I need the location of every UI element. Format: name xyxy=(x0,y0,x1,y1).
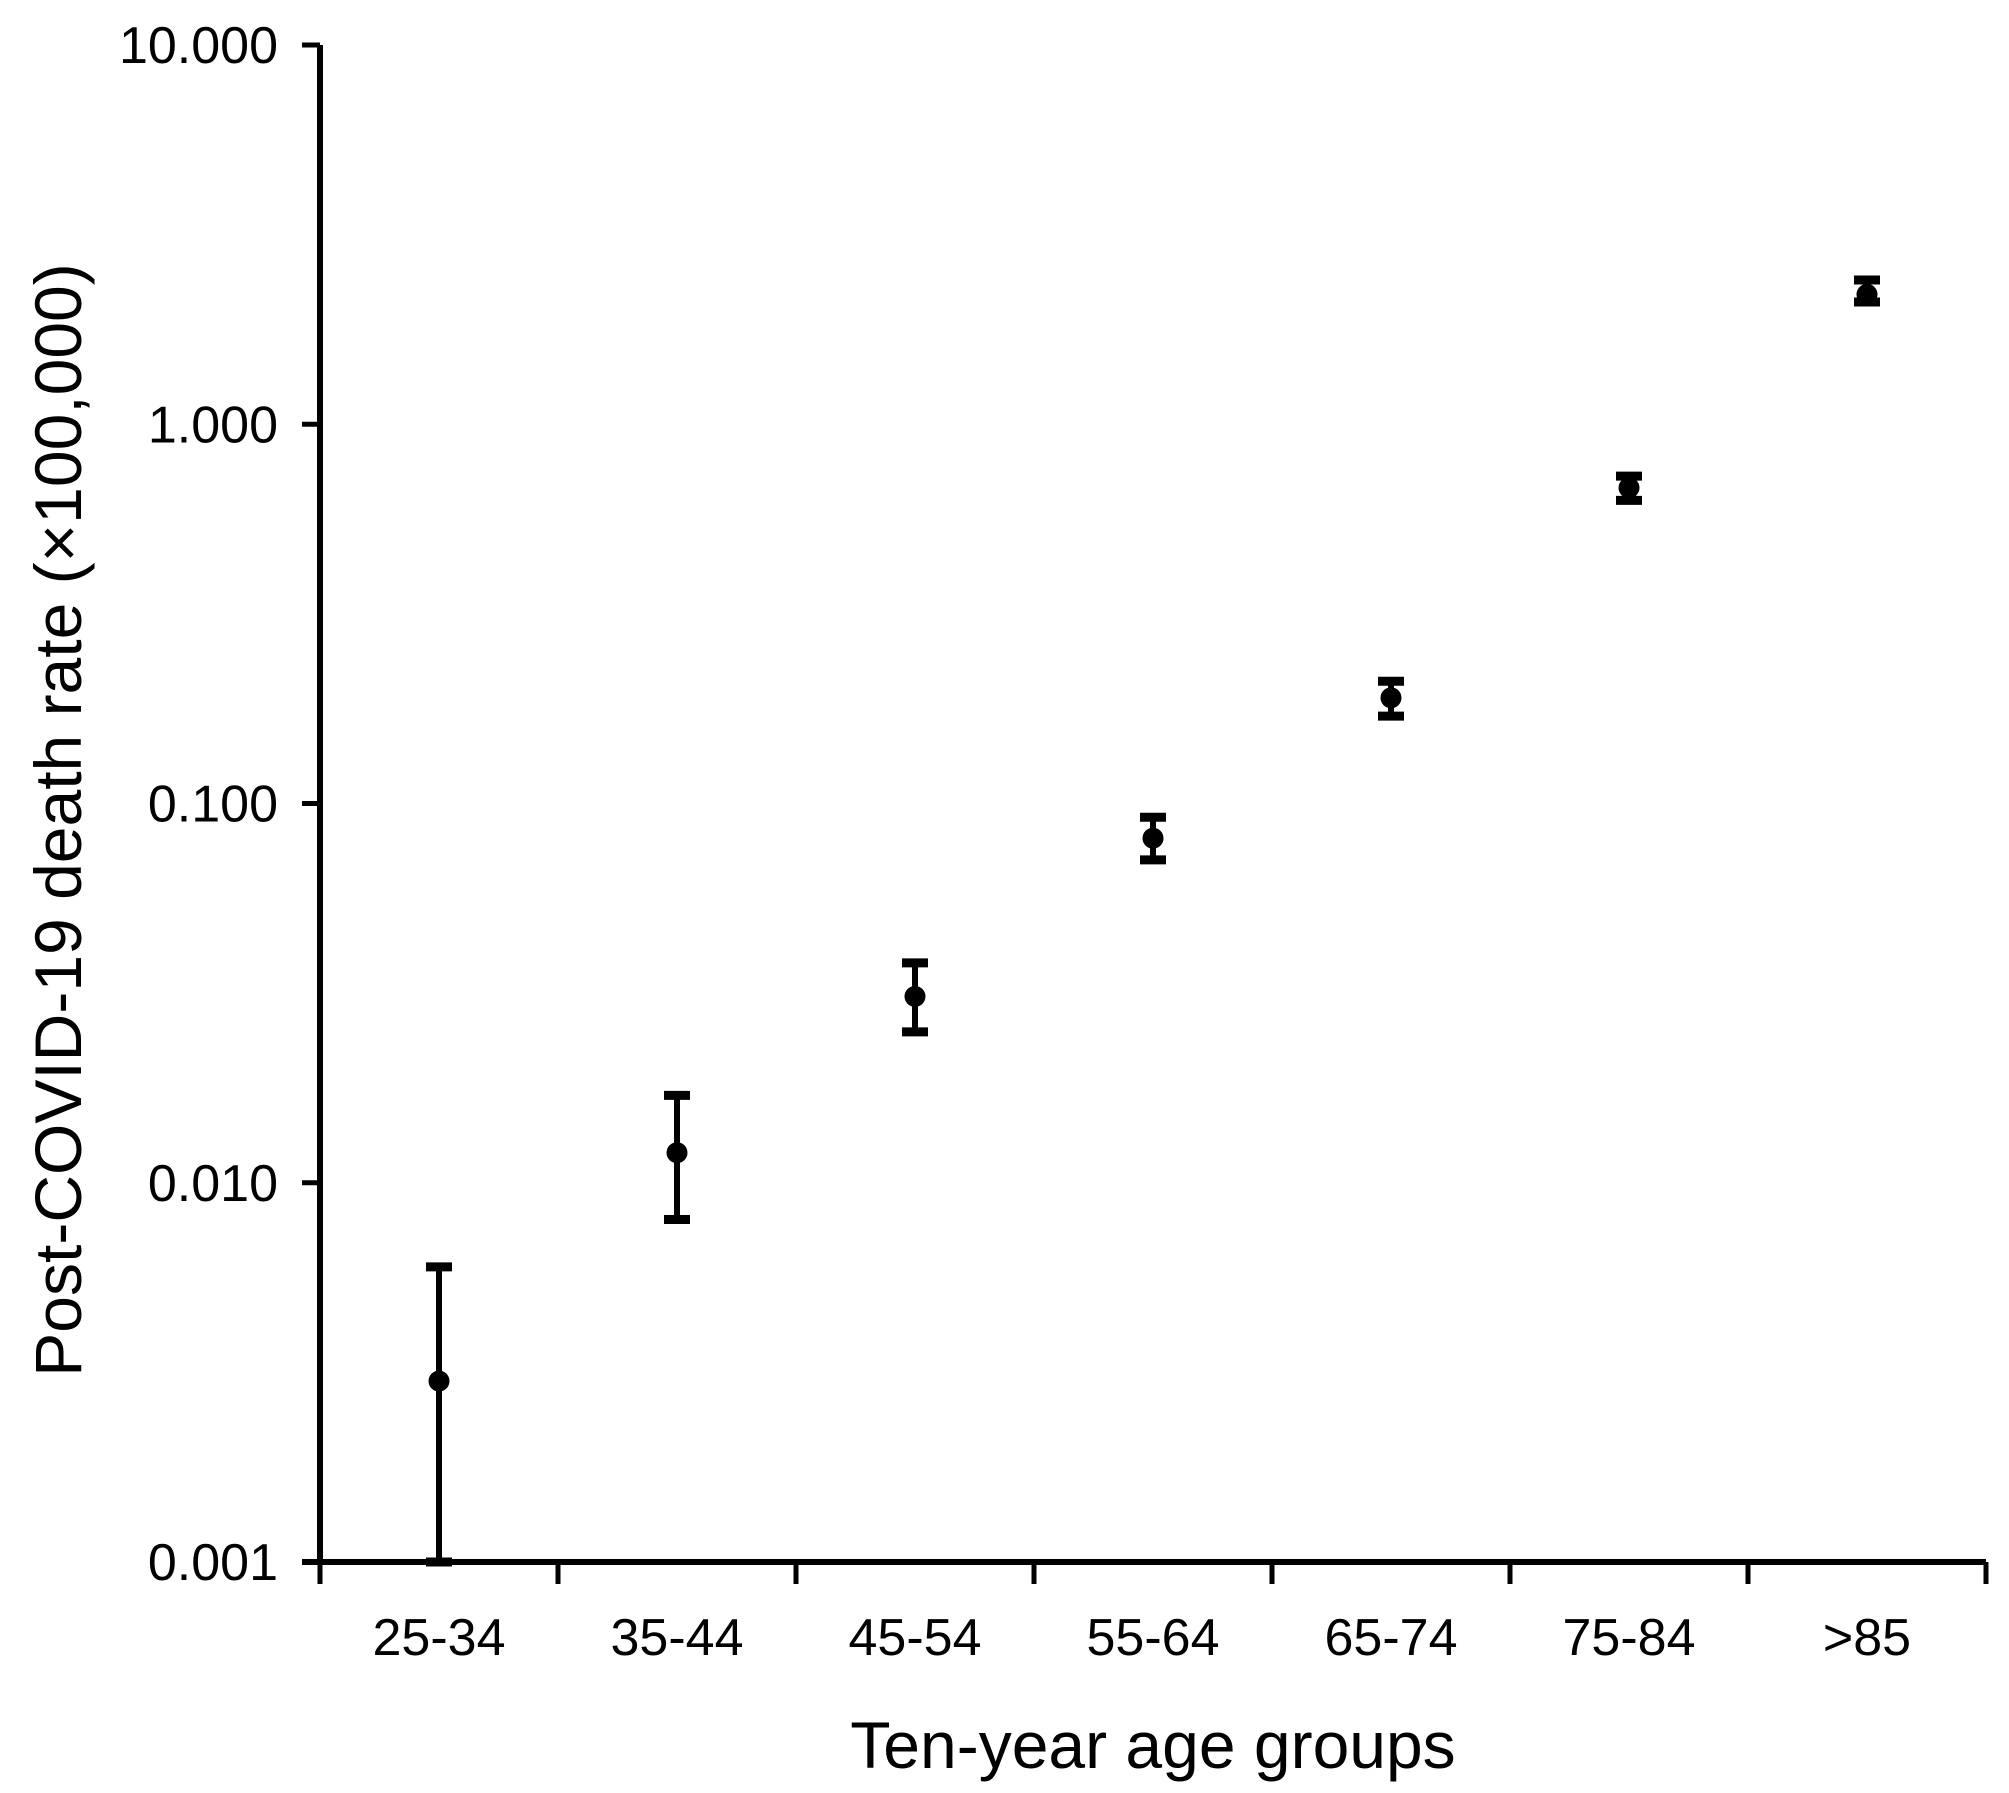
data-point-marker xyxy=(428,1370,450,1392)
data-point-marker xyxy=(1618,477,1640,499)
data-point-marker xyxy=(1380,687,1402,709)
x-tick-label: 55-64 xyxy=(1087,1609,1220,1667)
x-axis-title: Ten-year age groups xyxy=(850,1708,1456,1782)
x-tick-label: 25-34 xyxy=(373,1609,506,1667)
y-tick-label: 0.001 xyxy=(148,1534,278,1592)
x-tick-label: >85 xyxy=(1823,1609,1911,1667)
x-tick-label: 75-84 xyxy=(1563,1609,1696,1667)
data-point-marker xyxy=(666,1142,688,1164)
x-tick-label: 45-54 xyxy=(849,1609,982,1667)
y-tick-label: 10.000 xyxy=(119,17,278,75)
data-point-marker xyxy=(1142,827,1164,849)
y-axis-title: Post-COVID-19 death rate (×100,000) xyxy=(21,263,95,1377)
data-point-marker xyxy=(904,985,926,1007)
y-tick-label: 0.100 xyxy=(148,776,278,834)
x-tick-label: 65-74 xyxy=(1325,1609,1458,1667)
y-tick-label: 0.010 xyxy=(148,1155,278,1213)
y-tick-label: 1.000 xyxy=(148,396,278,454)
data-point-marker xyxy=(1856,283,1878,305)
x-tick-label: 35-44 xyxy=(611,1609,744,1667)
